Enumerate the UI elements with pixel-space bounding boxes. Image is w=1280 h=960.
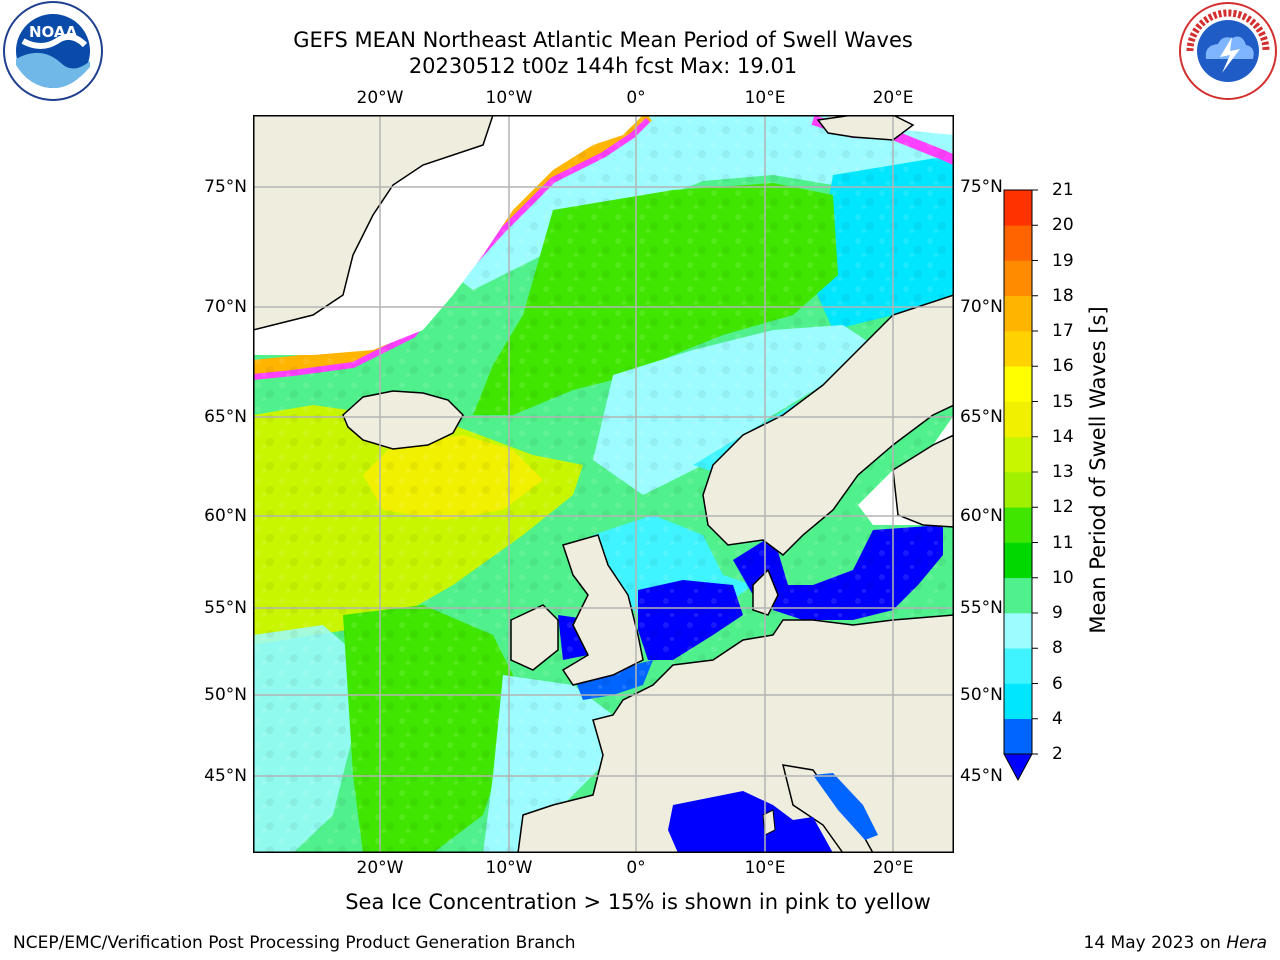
iceland-land [342,390,464,450]
colorbar-level-label: 17 [1052,321,1074,341]
footer-credit: NCEP/EMC/Verification Post Processing Pr… [13,933,576,953]
lat-tick-label-right: 75°N [960,177,1003,197]
colorbar-level-label: 9 [1052,603,1063,623]
footer-host: Hera [1226,933,1267,953]
lon-tick-label-top: 10°E [744,88,786,108]
lon-tick-label-bot: 0° [626,858,646,878]
map-panel [253,115,954,853]
lat-tick-label-right: 65°N [960,407,1003,427]
footer-date: 14 May 2023 on Hera [1084,933,1268,953]
lon-tick-label-top: 0° [626,88,646,108]
sea-ice-caption: Sea Ice Concentration > 15% is shown in … [345,890,931,914]
colorbar-level-label: 15 [1052,391,1074,412]
lat-tick-label-left: 60°N [204,506,247,526]
lat-tick-label-right: 50°N [960,685,1003,705]
map-frame [253,115,954,853]
nws-logo-icon [1179,2,1277,100]
lat-tick-label-left: 65°N [204,407,247,427]
lon-tick-label-bot: 10°E [744,858,786,878]
lat-tick-label-right: 70°N [960,297,1003,317]
map-gridlines [253,115,954,853]
colorbar-swatch [1004,366,1032,402]
lat-tick-label-left: 75°N [204,177,247,197]
great-britain-land [561,534,644,686]
colorbar-swatch [1004,401,1032,438]
noaa-logo-icon: NOAA [3,1,103,101]
colorbar [1003,189,1038,782]
colorbar-level-label: 12 [1052,497,1074,518]
footer-date-text: 14 May 2023 on [1083,933,1221,953]
colorbar-extend-arrow [1003,753,1033,782]
colorbar-title: Mean Period of Swell Waves [s] [1086,306,1110,634]
colorbar-swatch [1004,718,1032,755]
lon-tick-label-top: 20°W [356,88,404,108]
lon-tick-label-top: 20°E [872,88,914,108]
colorbar-level-label: 4 [1052,708,1063,729]
lat-tick-label-right: 55°N [960,598,1003,618]
colorbar-level-label: 18 [1052,285,1074,306]
lon-tick-label-bot: 10°W [485,858,533,878]
colorbar-swatch [1004,577,1032,614]
colorbar-swatch [1004,260,1032,297]
colorbar-level-label: 21 [1052,180,1074,200]
colorbar-swatch [1004,507,1032,543]
colorbar-swatch [1004,436,1032,473]
lat-tick-label-left: 45°N [204,766,247,786]
svalbard-land [816,115,915,141]
lon-tick-label-bot: 20°E [872,858,914,878]
colorbar-level-label: 2 [1052,744,1063,764]
adriatic-sea [813,773,878,840]
lat-tick-label-left: 50°N [204,685,247,705]
lat-tick-label-right: 60°N [960,506,1003,526]
chart-title: GEFS MEAN Northeast Atlantic Mean Period… [293,28,913,52]
colorbar-level-label: 11 [1052,532,1074,553]
lat-tick-label-left: 55°N [204,598,247,618]
colorbar-swatch [1004,613,1032,649]
colorbar-level-label: 16 [1052,356,1074,377]
lat-tick-label-right: 45°N [960,766,1003,786]
colorbar-swatch [1004,648,1032,684]
colorbar-swatch [1004,542,1032,579]
chart-subtitle: 20230512 t00z 144h fcst Max: 19.01 [408,54,798,78]
colorbar-swatch [1004,331,1032,367]
colorbar-level-label: 8 [1052,638,1063,659]
colorbar-level-label: 19 [1052,250,1074,271]
finland-land [892,434,954,528]
lon-tick-label-top: 10°W [485,88,533,108]
lat-tick-label-left: 70°N [204,297,247,317]
colorbar-swatch [1004,683,1032,720]
colorbar-level-label: 20 [1052,215,1074,236]
greenland-land [253,115,494,331]
colorbar-swatch [1004,295,1032,332]
mediterranean-sea [668,791,833,853]
ireland-land [510,604,559,671]
lon-tick-label-bot: 20°W [356,858,404,878]
colorbar-swatch [1004,225,1032,261]
colorbar-level-label: 14 [1052,426,1074,447]
colorbar-level-label: 13 [1052,462,1074,482]
colorbar-swatch [1004,190,1032,226]
colorbar-level-label: 6 [1052,673,1063,694]
colorbar-swatch [1004,472,1032,508]
colorbar-level-label: 10 [1052,567,1074,588]
svg-text:NOAA: NOAA [29,23,78,41]
